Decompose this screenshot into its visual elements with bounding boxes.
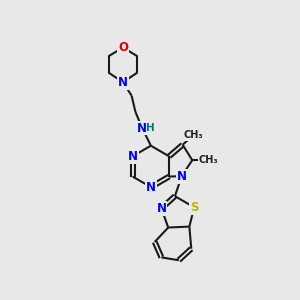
Text: H: H: [146, 123, 155, 133]
Text: N: N: [128, 150, 138, 163]
Text: CH₃: CH₃: [199, 155, 218, 165]
Text: N: N: [177, 169, 187, 183]
Text: S: S: [190, 201, 198, 214]
Text: N: N: [157, 202, 166, 215]
Text: O: O: [118, 41, 128, 54]
Text: N: N: [118, 76, 128, 89]
Text: CH₃: CH₃: [183, 130, 203, 140]
Text: N: N: [146, 181, 156, 194]
Text: N: N: [137, 122, 147, 134]
